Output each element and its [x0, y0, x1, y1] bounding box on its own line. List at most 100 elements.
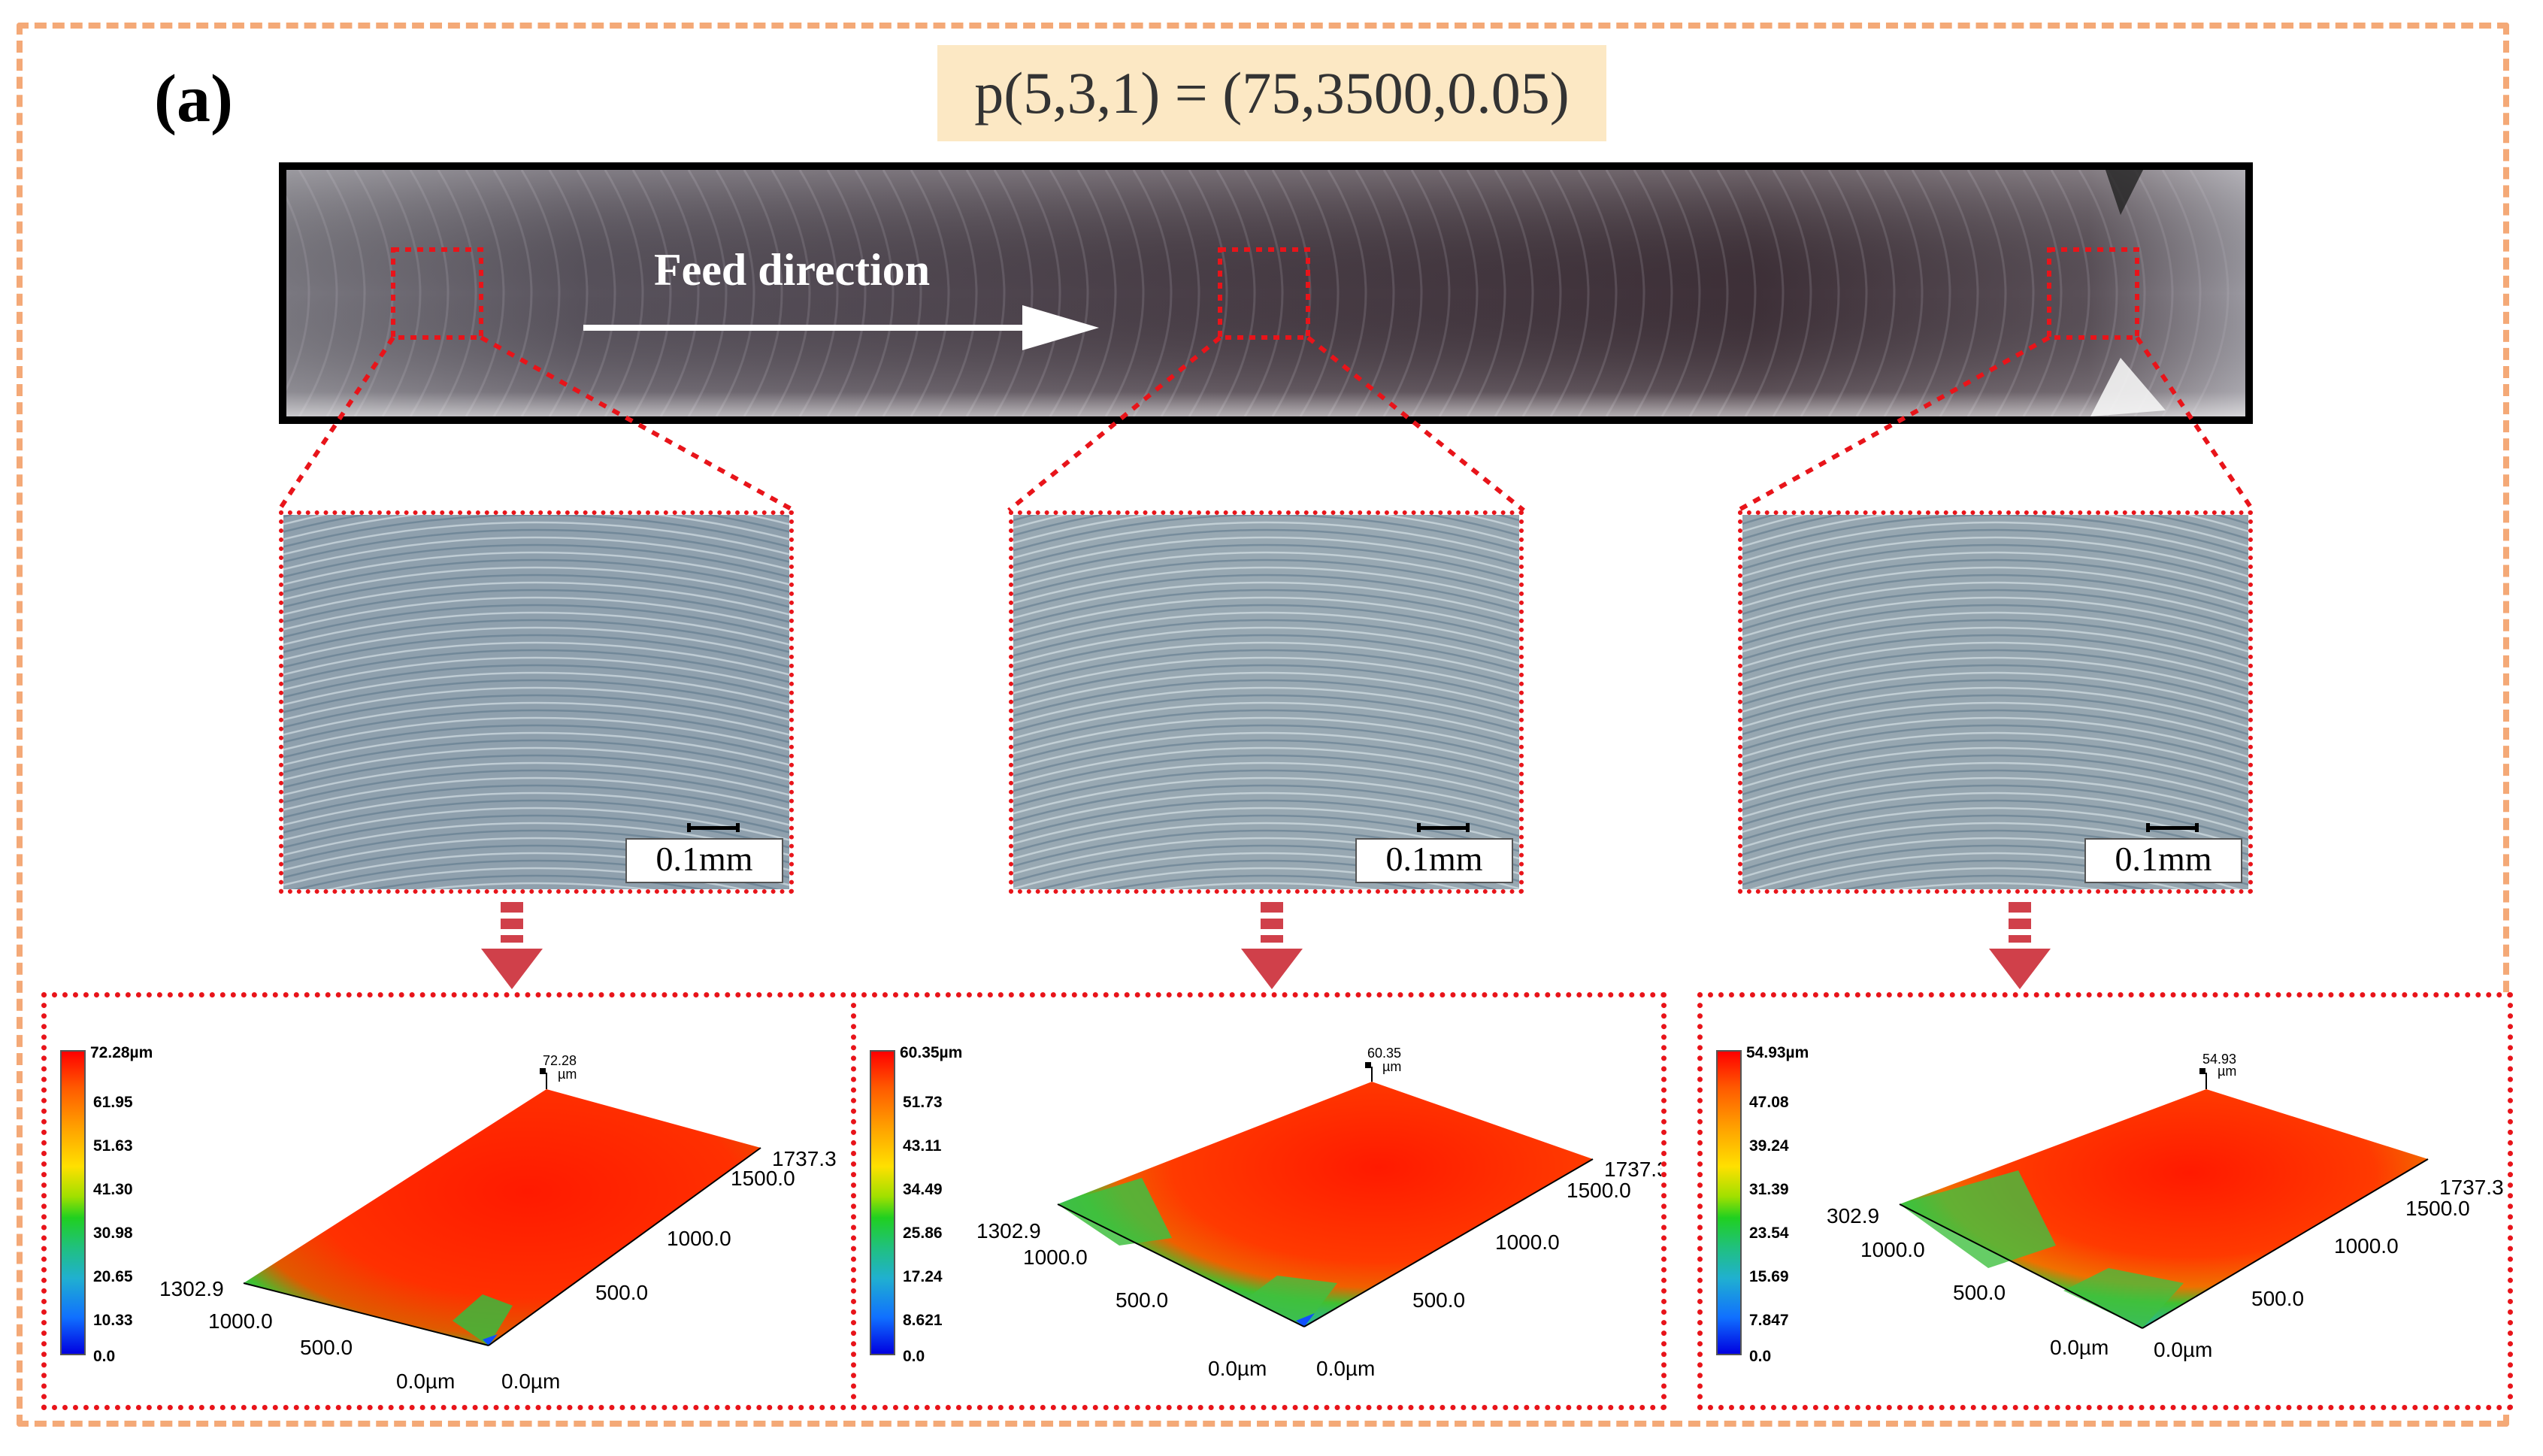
colorbar-tick: 51.73 [903, 1094, 943, 1111]
left-axis-tick: 500.0 [300, 1336, 353, 1359]
surface-panel-1: 72.28µm 61.95 51.63 41.30 30.98 20.65 10… [41, 992, 857, 1410]
right-axis-tick: 1500.0 [1567, 1179, 1631, 1202]
micrograph-2: 0.1mm [1009, 510, 1524, 894]
scale-bar [1417, 823, 1470, 832]
colorbar-tick: 0.0 [1749, 1348, 1772, 1365]
colorbar-tick: 17.24 [903, 1268, 943, 1285]
scale-label: 0.1mm [2115, 840, 2212, 878]
left-axis-tick: 500.0 [1116, 1288, 1168, 1312]
height-colorbar [60, 1050, 86, 1355]
colorbar-tick: 30.98 [93, 1224, 133, 1242]
right-axis-tick: 500.0 [1412, 1288, 1465, 1312]
colorbar-tick: 25.86 [903, 1224, 943, 1242]
right-axis-tick: 500.0 [595, 1281, 648, 1304]
axes [1057, 1067, 1594, 1327]
peak-unit: µm [558, 1067, 577, 1082]
left-axis-tick: 0.0µm [396, 1370, 455, 1393]
colorbar-tick: 34.49 [903, 1181, 943, 1198]
panel-label: (a) [154, 62, 233, 136]
down-arrow-1 [481, 902, 543, 989]
colorbar-tick: 7.847 [1749, 1312, 1789, 1329]
scale-label: 0.1mm [1385, 840, 1483, 878]
colorbar-tick: 15.69 [1749, 1268, 1789, 1285]
surface-mesh [1900, 1089, 2428, 1328]
sample-region-box-2 [1218, 247, 1310, 340]
feed-direction-label: Feed direction [654, 245, 931, 295]
height-colorbar [870, 1050, 895, 1355]
machined-surface-strip [279, 162, 2253, 424]
right-axis-tick: 1000.0 [1495, 1230, 1560, 1254]
right-axis-tick: 1737.3 [772, 1147, 837, 1170]
sample-region-box-3 [2047, 247, 2139, 340]
surface-plot-2: 60.35 µm 1302.9 1000.0 500.0 0.0µm 1737.… [976, 1046, 1661, 1380]
colorbar-tick: 8.621 [903, 1312, 943, 1329]
outer-dashed-frame [17, 23, 2509, 1427]
right-axis-tick: 1000.0 [667, 1227, 731, 1250]
right-axis-tick: 0.0µm [501, 1370, 560, 1393]
surface-panel-2: 60.35µm 51.73 43.11 34.49 25.86 17.24 8.… [851, 992, 1667, 1410]
colorbar-tick: 43.11 [903, 1137, 942, 1155]
colorbar-max-label: 72.28µm [90, 1044, 153, 1061]
colorbar-tick: 20.65 [93, 1268, 133, 1285]
left-axis-tick: 1000.0 [1860, 1238, 1925, 1261]
peak-unit: µm [1382, 1059, 1401, 1074]
colorbar-tick: 39.24 [1749, 1137, 1789, 1155]
peak-value: 60.35 [1367, 1046, 1401, 1061]
colorbar-tick: 10.33 [93, 1312, 133, 1329]
right-axis-tick: 1000.0 [2334, 1234, 2399, 1258]
peak-value: 54.93 [2202, 1052, 2236, 1067]
colorbar-tick: 61.95 [93, 1094, 133, 1111]
right-axis-tick: 1500.0 [2405, 1197, 2470, 1220]
scale-bar-box: 0.1mm [1355, 823, 1513, 883]
left-axis-tick: 1000.0 [1023, 1246, 1088, 1269]
sample-region-box-1 [391, 247, 483, 340]
right-axis-tick: 500.0 [2251, 1287, 2304, 1310]
left-axis-tick: 1302.9 [159, 1277, 224, 1300]
colorbar-max-label: 54.93µm [1746, 1044, 1809, 1061]
colorbar-tick: 31.39 [1749, 1181, 1789, 1198]
colorbar-tick: 47.08 [1749, 1094, 1789, 1111]
down-arrow-3 [1989, 902, 2051, 989]
zoom-lines [277, 335, 2255, 513]
colorbar-tick: 23.54 [1749, 1224, 1789, 1242]
micrograph-1: 0.1mm [279, 510, 794, 894]
left-axis-tick: 0.0µm [1208, 1357, 1267, 1380]
axes [1899, 1073, 2429, 1329]
scale-bar [2146, 823, 2199, 832]
colorbar-max-label: 60.35µm [900, 1044, 963, 1061]
strip-texture [286, 170, 2245, 416]
right-axis-tick: 1737.3 [2439, 1176, 2504, 1199]
left-axis-tick: 1302.9 [976, 1219, 1041, 1243]
right-axis-tick: 1500.0 [731, 1167, 795, 1190]
micrograph-3: 0.1mm [1738, 510, 2253, 894]
height-colorbar [1716, 1050, 1742, 1355]
colorbar-tick: 0.0 [903, 1348, 925, 1365]
colorbar-tick: 51.63 [93, 1137, 133, 1155]
left-axis-tick: 0.0µm [2050, 1336, 2109, 1359]
surface-panel-3: 54.93µm 47.08 39.24 31.39 23.54 15.69 7.… [1697, 992, 2513, 1410]
right-axis-tick: 0.0µm [1316, 1357, 1375, 1380]
colorbar-tick: 0.0 [93, 1348, 116, 1365]
scale-bar [687, 823, 740, 832]
left-axis-tick: 302.9 [1827, 1204, 1879, 1227]
peak-unit: µm [2218, 1064, 2236, 1079]
peak-value: 72.28 [543, 1053, 577, 1068]
down-arrow-2 [1241, 902, 1303, 989]
parameter-text: p(5,3,1) = (75,3500,0.05) [974, 60, 1570, 126]
left-axis-tick: 500.0 [1953, 1281, 2006, 1304]
surface-plot-3: 54.93 µm 302.9 1000.0 500.0 0.0µm 1737.3… [1827, 1052, 2504, 1361]
parameter-box: p(5,3,1) = (75,3500,0.05) [937, 45, 1606, 141]
right-axis-tick: 1737.3 [1604, 1158, 1661, 1181]
left-axis-tick: 1000.0 [208, 1309, 273, 1333]
surface-mesh [1058, 1082, 1593, 1327]
axes [243, 1073, 761, 1346]
colorbar-tick: 41.30 [93, 1181, 133, 1198]
surface-mesh [244, 1089, 761, 1346]
scale-bar-box: 0.1mm [2084, 823, 2242, 883]
scale-bar-box: 0.1mm [625, 823, 783, 883]
scale-label: 0.1mm [655, 840, 753, 878]
right-axis-tick: 0.0µm [2154, 1338, 2212, 1361]
surface-plot-1: 72.28 µm 1302.9 1000.0 500.0 0.0µm 1737.… [159, 1053, 837, 1393]
feed-direction-arrow [583, 305, 1099, 350]
